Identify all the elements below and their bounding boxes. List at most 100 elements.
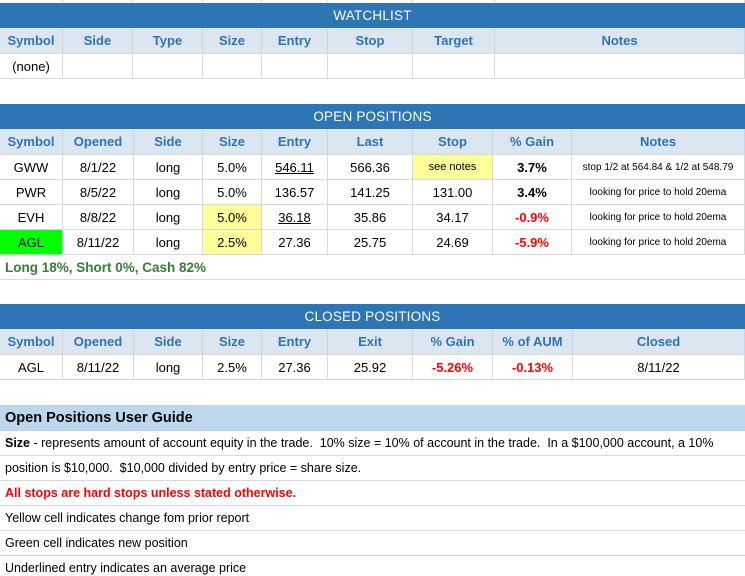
cell-entry: 27.36 xyxy=(262,355,328,379)
top-strip-cell xyxy=(0,0,63,3)
cell-last: 566.36 xyxy=(328,155,413,179)
wl-header-entry: Entry xyxy=(262,28,328,53)
cell-size-changed: 5.0% xyxy=(203,205,262,229)
cell-stop: 24.69 xyxy=(413,230,493,254)
cell-size xyxy=(203,54,262,78)
closed-positions-title-bar: CLOSED POSITIONS xyxy=(0,304,745,329)
guide-line-underline: Underlined entry indicates an average pr… xyxy=(0,556,745,576)
size-definition-continued: position is $10,000. $10,000 divided by … xyxy=(5,461,362,475)
cell-stop-changed: see notes xyxy=(413,155,493,179)
user-guide-header: Open Positions User Guide xyxy=(0,405,745,431)
cell-opened: 8/11/22 xyxy=(63,230,134,254)
op-header-symbol: Symbol xyxy=(0,129,63,154)
cell-symbol: GWW xyxy=(0,155,63,179)
table-row-gww: GWW 8/1/22 long 5.0% 546.11 566.36 see n… xyxy=(0,155,745,180)
cp-header-entry: Entry xyxy=(262,329,328,354)
cell-side: long xyxy=(134,155,203,179)
op-header-size: Size xyxy=(203,129,262,154)
cell-stop: 131.00 xyxy=(413,180,493,204)
cell-symbol: (none) xyxy=(0,54,63,78)
guide-line-yellow: Yellow cell indicates change fom prior r… xyxy=(0,506,745,531)
user-guide-title: Open Positions User Guide xyxy=(5,410,193,426)
open-positions-header-row: Symbol Opened Side Size Entry Last Stop … xyxy=(0,129,745,155)
cp-header-gain: % Gain xyxy=(413,329,493,354)
size-definition: - represents amount of account equity in… xyxy=(30,436,714,450)
yellow-cell-note: Yellow cell indicates change fom prior r… xyxy=(5,511,250,525)
cell-notes: stop 1/2 at 564.84 & 1/2 at 548.79 xyxy=(572,155,745,179)
watchlist-header-row: Symbol Side Type Size Entry Stop Target … xyxy=(0,28,745,54)
section-spacer xyxy=(0,380,745,405)
guide-line-size-2: position is $10,000. $10,000 divided by … xyxy=(0,456,745,481)
cell-notes: looking for price to hold 20ema xyxy=(572,180,745,204)
open-positions-title-bar: OPEN POSITIONS xyxy=(0,104,745,129)
top-partial-row xyxy=(0,0,745,3)
cell-type xyxy=(133,54,203,78)
guide-line-size-1: Size - represents amount of account equi… xyxy=(0,431,745,456)
op-header-last: Last xyxy=(328,129,413,154)
cell-last: 25.75 xyxy=(328,230,413,254)
cell-stop xyxy=(328,54,413,78)
cell-side: long xyxy=(134,355,203,379)
op-header-opened: Opened xyxy=(63,129,134,154)
guide-line-stops: All stops are hard stops unless stated o… xyxy=(0,481,745,506)
wl-header-symbol: Symbol xyxy=(0,28,63,53)
wl-header-stop: Stop xyxy=(328,28,413,53)
closed-positions-section: CLOSED POSITIONS Symbol Opened Side Size… xyxy=(0,304,745,380)
cell-notes: looking for price to hold 20ema xyxy=(572,205,745,229)
cell-gain-negative: -0.9% xyxy=(493,205,572,229)
op-header-gain: % Gain xyxy=(493,129,572,154)
cell-entry: 136.57 xyxy=(262,180,328,204)
cell-stop: 34.17 xyxy=(413,205,493,229)
op-header-notes: Notes xyxy=(572,129,745,154)
exposure-summary-text: Long 18%, Short 0%, Cash 82% xyxy=(5,259,207,275)
cell-symbol: AGL xyxy=(0,355,63,379)
cp-header-exit: Exit xyxy=(328,329,413,354)
cell-notes: looking for price to hold 20ema xyxy=(572,230,745,254)
wl-header-target: Target xyxy=(413,28,495,53)
top-strip-cell xyxy=(133,0,203,3)
size-term: Size xyxy=(5,436,31,450)
underlined-entry-note: Underlined entry indicates an average pr… xyxy=(5,561,247,575)
cell-side xyxy=(63,54,133,78)
table-row-agl: AGL 8/11/22 long 2.5% 27.36 25.75 24.69 … xyxy=(0,230,745,255)
section-spacer xyxy=(0,79,745,104)
cell-size: 5.0% xyxy=(203,180,262,204)
table-row-evh: EVH 8/8/22 long 5.0% 36.18 35.86 34.17 -… xyxy=(0,205,745,230)
cell-gain-negative: -5.26% xyxy=(413,355,493,379)
cell-closed: 8/11/22 xyxy=(573,355,745,379)
section-spacer xyxy=(0,280,745,304)
cell-opened: 8/8/22 xyxy=(63,205,134,229)
cell-side: long xyxy=(134,230,203,254)
watchlist-row: (none) xyxy=(0,54,745,79)
cell-symbol: PWR xyxy=(0,180,63,204)
green-cell-note: Green cell indicates new position xyxy=(5,536,188,550)
watchlist-title: WATCHLIST xyxy=(333,8,412,23)
guide-line-green: Green cell indicates new position xyxy=(0,531,745,556)
cell-gain-negative: -5.9% xyxy=(493,230,572,254)
cp-header-symbol: Symbol xyxy=(0,329,63,354)
cell-last: 141.25 xyxy=(328,180,413,204)
cell-entry xyxy=(262,54,328,78)
table-row-agl-closed: AGL 8/11/22 long 2.5% 27.36 25.92 -5.26%… xyxy=(0,355,745,380)
top-strip-cell xyxy=(495,0,745,3)
wl-header-size: Size xyxy=(203,28,262,53)
cp-header-closed: Closed xyxy=(573,329,745,354)
cp-header-opened: Opened xyxy=(63,329,134,354)
open-positions-section: OPEN POSITIONS Symbol Opened Side Size E… xyxy=(0,104,745,280)
cell-target xyxy=(413,54,495,78)
cell-symbol-new-position: AGL xyxy=(0,230,63,254)
open-positions-title: OPEN POSITIONS xyxy=(313,109,432,124)
cell-entry-averaged: 546.11 xyxy=(262,155,328,179)
cell-size: 2.5% xyxy=(203,355,262,379)
cell-notes xyxy=(495,54,745,78)
cell-opened: 8/11/22 xyxy=(63,355,134,379)
wl-header-type: Type xyxy=(133,28,203,53)
cell-exit: 25.92 xyxy=(328,355,413,379)
wl-header-side: Side xyxy=(63,28,133,53)
top-strip-cell xyxy=(262,0,328,3)
top-strip-cell xyxy=(203,0,262,3)
table-row-pwr: PWR 8/5/22 long 5.0% 136.57 141.25 131.0… xyxy=(0,180,745,205)
op-header-side: Side xyxy=(134,129,203,154)
cell-side: long xyxy=(134,180,203,204)
top-strip-cell xyxy=(63,0,133,3)
